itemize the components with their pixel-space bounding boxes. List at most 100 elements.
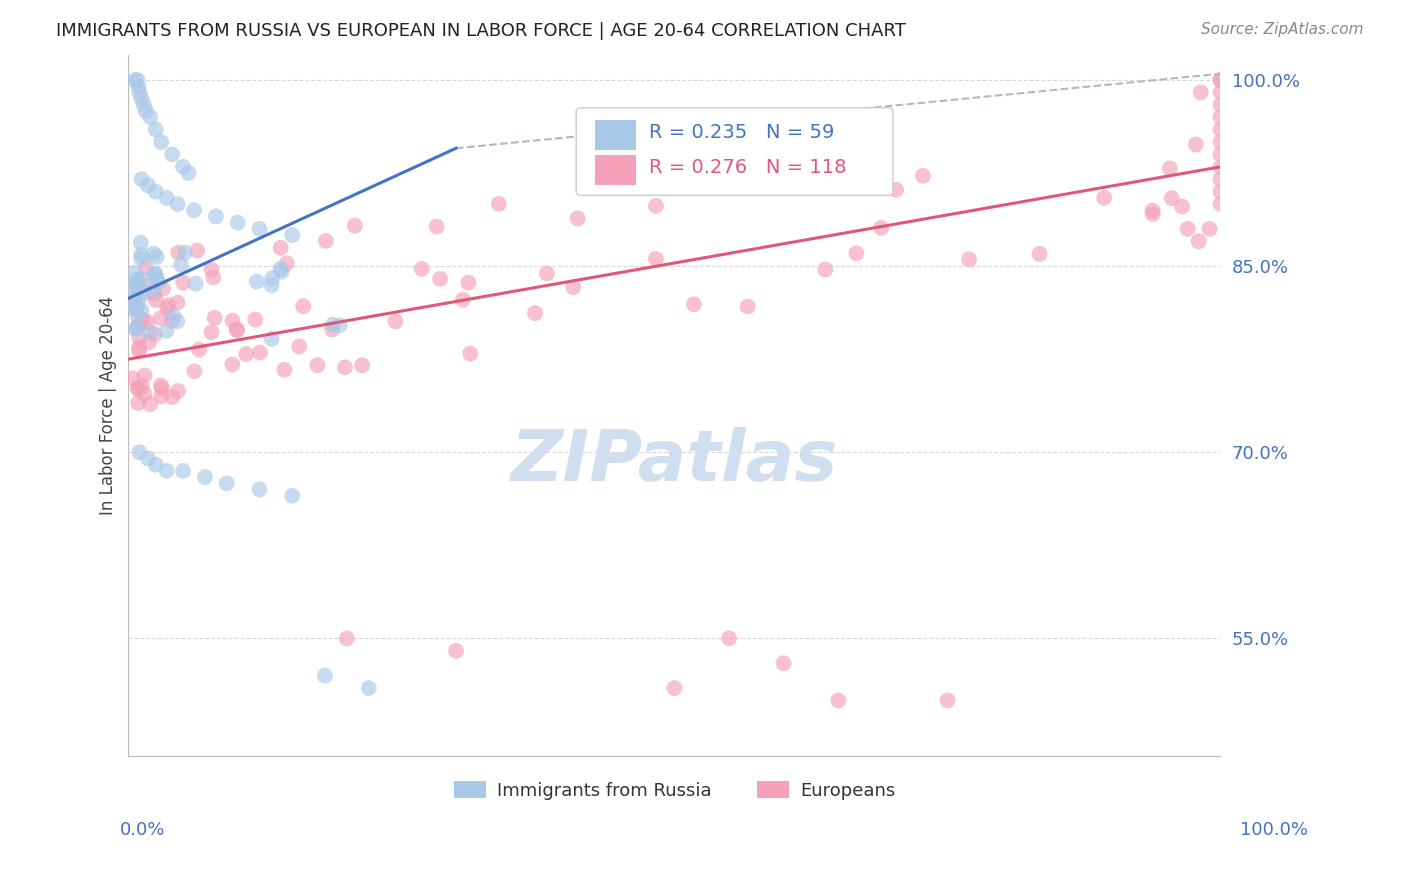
Point: [1185, 137, 1208, 152]
Point: [124, 301, 146, 316]
Point: [737, 300, 759, 314]
Point: [160, 147, 183, 161]
Bar: [595, 120, 637, 150]
Point: [1092, 191, 1115, 205]
Point: [884, 183, 907, 197]
Point: [1209, 73, 1232, 87]
Point: [163, 310, 186, 324]
Point: [128, 293, 150, 307]
Point: [1209, 135, 1232, 149]
Point: [536, 267, 558, 281]
Point: [444, 644, 467, 658]
Point: [139, 397, 162, 411]
Point: [150, 135, 173, 149]
Point: [122, 292, 145, 306]
Point: [145, 250, 167, 264]
Point: [202, 270, 225, 285]
Point: [772, 657, 794, 671]
Point: [260, 278, 283, 293]
Point: [1188, 234, 1211, 248]
Point: [1209, 147, 1232, 161]
Point: [215, 476, 238, 491]
Point: [322, 318, 344, 332]
Point: [333, 360, 356, 375]
Point: [1209, 172, 1232, 186]
Point: [135, 260, 157, 275]
Y-axis label: In Labor Force | Age 20-64: In Labor Force | Age 20-64: [100, 296, 117, 516]
Point: [128, 343, 150, 358]
Point: [124, 322, 146, 336]
Point: [135, 103, 157, 118]
Point: [128, 445, 150, 459]
Point: [131, 379, 153, 393]
Point: [124, 293, 146, 308]
Point: [121, 371, 143, 385]
Point: [343, 219, 366, 233]
Point: [1159, 161, 1181, 176]
Point: [149, 378, 172, 392]
Point: [156, 301, 179, 315]
Point: [127, 279, 149, 293]
Point: [1209, 73, 1232, 87]
Point: [827, 693, 849, 707]
Point: [150, 381, 173, 395]
Point: [460, 346, 482, 360]
Point: [128, 341, 150, 355]
Point: [336, 632, 359, 646]
Point: [172, 276, 194, 290]
Point: [160, 314, 183, 328]
Point: [145, 122, 167, 136]
Point: [845, 246, 868, 260]
Point: [174, 245, 197, 260]
Point: [127, 282, 149, 296]
Point: [184, 277, 207, 291]
Point: [262, 271, 284, 285]
Point: [645, 199, 668, 213]
Point: [814, 262, 837, 277]
Point: [129, 247, 152, 261]
Point: [683, 297, 706, 311]
Point: [1142, 203, 1164, 218]
Point: [167, 245, 190, 260]
Point: [127, 309, 149, 323]
Point: [127, 382, 149, 396]
Point: [226, 323, 249, 337]
Point: [1160, 191, 1182, 205]
Point: [127, 381, 149, 395]
Text: 100.0%: 100.0%: [1240, 821, 1308, 838]
Point: [1209, 197, 1232, 211]
Point: [127, 396, 149, 410]
Point: [270, 261, 292, 276]
Point: [315, 234, 337, 248]
Point: [281, 489, 304, 503]
Point: [1209, 160, 1232, 174]
Text: IMMIGRANTS FROM RUSSIA VS EUROPEAN IN LABOR FORCE | AGE 20-64 CORRELATION CHART: IMMIGRANTS FROM RUSSIA VS EUROPEAN IN LA…: [56, 22, 905, 40]
Point: [129, 235, 152, 250]
Point: [814, 147, 837, 161]
Point: [1209, 122, 1232, 136]
Point: [125, 300, 148, 314]
Point: [957, 252, 980, 267]
Point: [183, 364, 205, 378]
Point: [204, 310, 226, 325]
Point: [148, 276, 170, 290]
Point: [128, 86, 150, 100]
Point: [149, 311, 172, 326]
Point: [136, 451, 159, 466]
Point: [125, 321, 148, 335]
Text: R = 0.276   N = 118: R = 0.276 N = 118: [650, 158, 846, 177]
Legend: Immigrants from Russia, Europeans: Immigrants from Russia, Europeans: [447, 774, 903, 807]
Point: [136, 315, 159, 329]
Point: [260, 332, 283, 346]
Point: [129, 271, 152, 285]
Point: [138, 335, 160, 350]
Point: [841, 158, 863, 172]
Point: [139, 326, 162, 340]
Point: [134, 368, 156, 383]
Point: [664, 681, 686, 695]
Point: [524, 306, 547, 320]
Point: [1209, 185, 1232, 199]
Point: [170, 258, 193, 272]
Point: [911, 169, 934, 183]
Point: [1142, 207, 1164, 221]
